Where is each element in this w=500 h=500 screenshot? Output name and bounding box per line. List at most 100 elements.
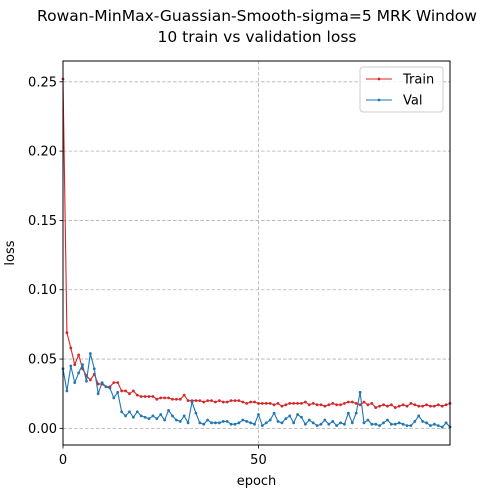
train-point [354,402,358,405]
val-point [233,422,237,426]
train-point [421,404,425,408]
val-point [370,422,374,426]
train-point [217,399,221,403]
val-point [339,421,342,425]
val-point [65,389,69,393]
val-point [139,414,143,418]
train-point [167,396,170,400]
val-point [343,422,346,426]
train-point [178,397,182,401]
val-point [253,422,256,426]
val-point [128,410,131,414]
train-point [288,402,292,405]
val-point [73,381,77,385]
train-point [429,404,432,408]
train-point [335,403,339,407]
train-point [300,402,303,405]
val-point [178,420,182,423]
val-point [272,411,276,415]
train-point [346,400,350,404]
val-point [382,421,385,425]
val-point [264,421,268,425]
train-point [159,396,163,400]
val-point [77,371,81,375]
legend-marker-train [377,77,381,81]
train-point [366,403,370,407]
train-point [163,396,167,400]
train-point [397,404,401,408]
train-point [280,404,284,408]
val-point [260,424,264,427]
train-point [202,400,206,404]
train-point [440,404,444,408]
train-point [229,399,233,403]
train-point [413,403,417,407]
val-point [401,422,405,426]
val-point [245,420,249,423]
x-axis-label: epoch [237,474,277,489]
val-point [444,421,448,425]
axis-ticks: 0.00 0.05 0.10 0.15 0.20 0.25 0 50 [28,75,267,468]
train-point [116,381,120,385]
legend: Train Val [359,66,444,113]
val-point [190,400,194,404]
train-point [214,400,217,404]
train-point [194,399,198,403]
val-point [120,410,124,414]
val-point [186,421,190,425]
val-point [163,418,167,422]
val-point [249,421,253,425]
val-point [335,424,339,427]
train-point [350,400,354,404]
train-point [69,346,73,350]
train-point [174,397,178,401]
val-point [155,417,159,421]
val-point [96,392,100,396]
train-point [296,402,299,405]
val-point [268,418,272,422]
train-point [249,400,253,404]
val-point [354,411,358,415]
val-point [284,417,288,421]
val-point [280,421,284,425]
val-point [237,421,241,425]
train-point [284,403,288,407]
val-point [229,422,233,426]
chart-title-line-1: Rowan-MinMax-Guassian-Smooth-sigma=5 MRK… [37,7,477,25]
val-point [225,420,229,423]
x-tick-label: 0 [59,453,67,468]
val-point [393,422,397,426]
train-point [370,402,374,405]
val-point [432,422,436,426]
train-point [264,402,268,405]
val-point [151,414,155,418]
train-point [343,402,346,405]
val-point [436,424,440,427]
train-point [444,403,448,407]
val-point [85,379,88,383]
val-point [88,352,92,355]
chart-title-line-2: 10 train vs validation loss [157,28,356,46]
train-line [62,79,451,409]
train-point [401,403,405,407]
val-point [112,396,116,400]
val-point [174,418,178,422]
series-train [61,77,452,409]
val-point [311,421,315,425]
val-point [421,420,425,423]
val-point [214,421,217,425]
val-point [327,422,331,426]
train-point [124,389,127,393]
train-point [382,403,385,407]
legend-marker-val [377,98,381,102]
val-point [389,422,393,426]
val-point [303,422,307,426]
val-point [159,413,163,416]
train-point [131,389,135,393]
train-point [182,393,186,397]
train-point [151,395,155,398]
train-point [276,402,280,405]
train-point [135,393,139,397]
train-point [303,400,307,404]
